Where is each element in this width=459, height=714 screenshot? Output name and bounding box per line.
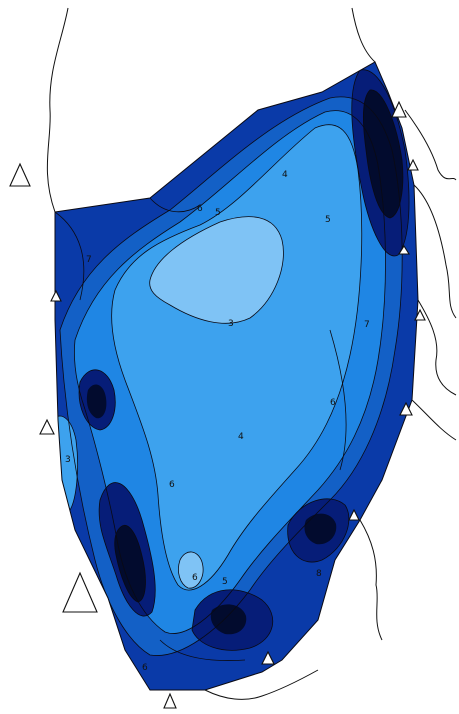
contour-label: 6 [169,480,175,490]
contour-label: 6 [142,663,148,673]
station-triangle-icon [50,289,62,302]
contour-label: 7 [364,320,370,330]
contour-labels: 3 4 4 5 5 5 6 6 6 6 7 7 3 8 6 [65,170,370,673]
band-level9-west [86,384,107,419]
contour-label: 4 [282,170,288,180]
contour-label: 6 [330,398,336,408]
stations [9,100,426,709]
contour-label: 4 [238,432,244,442]
coastlines [46,7,457,700]
station-triangle-icon [348,508,360,521]
coastline-east-upper [404,109,457,181]
isolines [55,69,410,662]
station-triangle-icon [261,650,275,665]
band-level9-southeast [304,513,337,545]
station-triangle-icon [399,401,413,416]
contour-label: 5 [215,208,221,218]
coastline-northwest [46,7,69,213]
coastline-east-lower [417,299,457,396]
station-triangle-icon [163,692,177,709]
contour-label: 5 [222,577,228,587]
contour-label: 3 [228,319,234,329]
station-triangle-icon [398,244,410,255]
contour-label: 5 [325,215,331,225]
band-level9-southwest [114,525,146,602]
station-triangle-icon [9,162,31,187]
coastline-northeast [351,7,376,63]
station-triangle-icon [414,308,426,321]
band-level9-south [210,604,247,635]
band-level4 [111,124,362,591]
band-level3-south [178,551,204,589]
station-triangle-icon [62,571,98,613]
station-triangle-icon [407,158,419,171]
contour-label: 6 [192,573,198,583]
coastline-east-mid [413,184,457,319]
station-triangle-icon [39,418,55,435]
coastline-south [204,669,319,700]
contour-label: 3 [65,455,71,465]
coastline-southeast [359,519,383,641]
contour-label: 7 [86,255,92,265]
station-triangle-icon [391,100,407,118]
coastline-east-bottom [411,399,457,441]
contour-label: 8 [316,569,322,579]
band-level3 [149,216,284,324]
contour-label: 6 [197,204,203,214]
